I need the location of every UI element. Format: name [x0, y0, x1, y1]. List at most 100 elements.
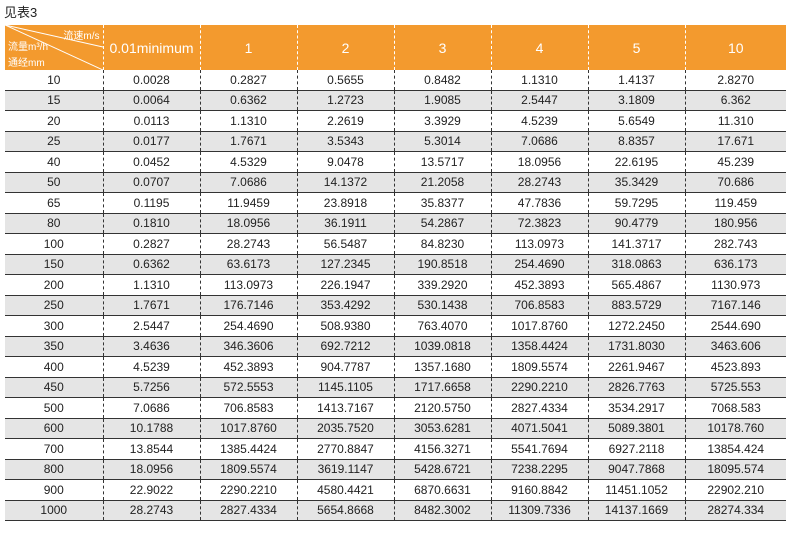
diameter-cell: 900	[5, 479, 103, 501]
value-cell: 0.0064	[102, 90, 200, 111]
diameter-cell: 15	[5, 90, 103, 111]
value-cell: 4580.4421	[296, 479, 394, 501]
value-cell: 3534.2917	[587, 397, 685, 419]
value-cell: 2826.7763	[587, 377, 685, 398]
table-body: 10 0.0028 0.2827 0.5655 0.8482 1.1310 1.4137 2.…	[5, 70, 786, 521]
value-cell: 13.5717	[393, 151, 491, 173]
value-cell: 5.7256	[102, 377, 200, 398]
diameter-cell: 400	[5, 356, 103, 378]
diameter-cell: 200	[5, 274, 103, 296]
value-cell: 1017.8760	[199, 418, 297, 439]
value-cell: 9.0478	[296, 151, 394, 173]
value-cell: 1017.8760	[490, 315, 588, 337]
value-cell: 339.2920	[393, 274, 491, 296]
table-row: 40 0.0452 4.5329 9.0478 13.5717 18.0956 22.619…	[5, 151, 786, 173]
value-cell: 346.3606	[199, 336, 297, 357]
value-cell: 23.8918	[296, 192, 394, 214]
header-cell: 5	[587, 25, 685, 70]
value-cell: 0.2827	[199, 70, 297, 91]
value-cell: 11.9459	[199, 192, 297, 214]
value-cell: 63.6173	[199, 254, 297, 275]
header-cell: 0.01minimum	[102, 25, 200, 70]
value-cell: 0.2827	[102, 233, 200, 255]
diameter-cell: 350	[5, 336, 103, 357]
value-cell: 45.239	[684, 151, 786, 173]
value-cell: 6870.6631	[393, 479, 491, 501]
header-cell: 1	[199, 25, 297, 70]
table-row: 800 18.0956 1809.5574 3619.1147 5428.6721 723…	[5, 459, 786, 480]
value-cell: 18.0956	[490, 151, 588, 173]
value-cell: 1717.6658	[393, 377, 491, 398]
diameter-cell: 1000	[5, 500, 103, 521]
diameter-cell: 20	[5, 110, 103, 132]
value-cell: 2827.4334	[199, 500, 297, 521]
value-cell: 13854.424	[684, 438, 786, 460]
value-cell: 1385.4424	[199, 438, 297, 460]
value-cell: 692.7212	[296, 336, 394, 357]
value-cell: 7068.583	[684, 397, 786, 419]
diameter-cell: 800	[5, 459, 103, 480]
diameter-cell: 80	[5, 213, 103, 234]
diameter-cell: 25	[5, 131, 103, 152]
value-cell: 1809.5574	[490, 356, 588, 378]
value-cell: 28.2743	[102, 500, 200, 521]
value-cell: 1358.4424	[490, 336, 588, 357]
value-cell: 2.5447	[490, 90, 588, 111]
value-cell: 883.5729	[587, 295, 685, 316]
value-cell: 47.7836	[490, 192, 588, 214]
header-cell: 3	[393, 25, 491, 70]
value-cell: 0.0113	[102, 110, 200, 132]
value-cell: 2.2619	[296, 110, 394, 132]
value-cell: 1.4137	[587, 70, 685, 91]
value-cell: 6927.2118	[587, 438, 685, 460]
value-cell: 565.4867	[587, 274, 685, 296]
value-cell: 1039.0818	[393, 336, 491, 357]
value-cell: 35.8377	[393, 192, 491, 214]
value-cell: 1.2723	[296, 90, 394, 111]
value-cell: 282.743	[684, 233, 786, 255]
value-cell: 1145.1105	[296, 377, 394, 398]
value-cell: 7.0686	[490, 131, 588, 152]
value-cell: 1731.8030	[587, 336, 685, 357]
value-cell: 7.0686	[199, 172, 297, 193]
value-cell: 5.6549	[587, 110, 685, 132]
value-cell: 2827.4334	[490, 397, 588, 419]
table-row: 80 0.1810 18.0956 36.1911 54.2867 72.3823 90.4…	[5, 213, 786, 234]
value-cell: 572.5553	[199, 377, 297, 398]
header-cell: 10	[684, 25, 786, 70]
table-row: 700 13.8544 1385.4424 2770.8847 4156.3271 554…	[5, 438, 786, 460]
value-cell: 59.7295	[587, 192, 685, 214]
value-cell: 254.4690	[199, 315, 297, 337]
value-cell: 1357.1680	[393, 356, 491, 378]
value-cell: 0.1810	[102, 213, 200, 234]
value-cell: 28.2743	[199, 233, 297, 255]
value-cell: 56.5487	[296, 233, 394, 255]
value-cell: 4156.3271	[393, 438, 491, 460]
corner-bottom: 通经mm	[8, 58, 45, 69]
value-cell: 9047.7868	[587, 459, 685, 480]
table-row: 20 0.0113 1.1310 2.2619 3.3929 4.5239 5.6549 11…	[5, 110, 786, 132]
value-cell: 4.5239	[490, 110, 588, 132]
table-row: 500 7.0686 706.8583 1413.7167 2120.5750 2827.…	[5, 397, 786, 419]
value-cell: 226.1947	[296, 274, 394, 296]
table-row: 100 0.2827 28.2743 56.5487 84.8230 113.0973 14…	[5, 233, 786, 255]
value-cell: 84.8230	[393, 233, 491, 255]
corner-middle: 流量m³/h	[8, 42, 48, 53]
value-cell: 8482.3002	[393, 500, 491, 521]
diagonals	[5, 25, 103, 70]
value-cell: 1.1310	[102, 274, 200, 296]
value-cell: 0.8482	[393, 70, 491, 91]
table-row: 200 1.1310 113.0973 226.1947 339.2920 452.389…	[5, 274, 786, 296]
value-cell: 1.9085	[393, 90, 491, 111]
value-cell: 706.8583	[490, 295, 588, 316]
value-cell: 706.8583	[199, 397, 297, 419]
value-cell: 1413.7167	[296, 397, 394, 419]
value-cell: 2290.2210	[490, 377, 588, 398]
value-cell: 452.3893	[199, 356, 297, 378]
value-cell: 3.1809	[587, 90, 685, 111]
header-row: 流速m/s 流量m³/h 通经mm 0.01minimum 1 2 3 4 5 10	[5, 25, 786, 70]
corner-cell: 流速m/s 流量m³/h 通经mm	[5, 25, 103, 70]
header-cell: 4	[490, 25, 588, 70]
corner-top: 流速m/s	[63, 31, 100, 42]
value-cell: 22902.210	[684, 479, 786, 501]
